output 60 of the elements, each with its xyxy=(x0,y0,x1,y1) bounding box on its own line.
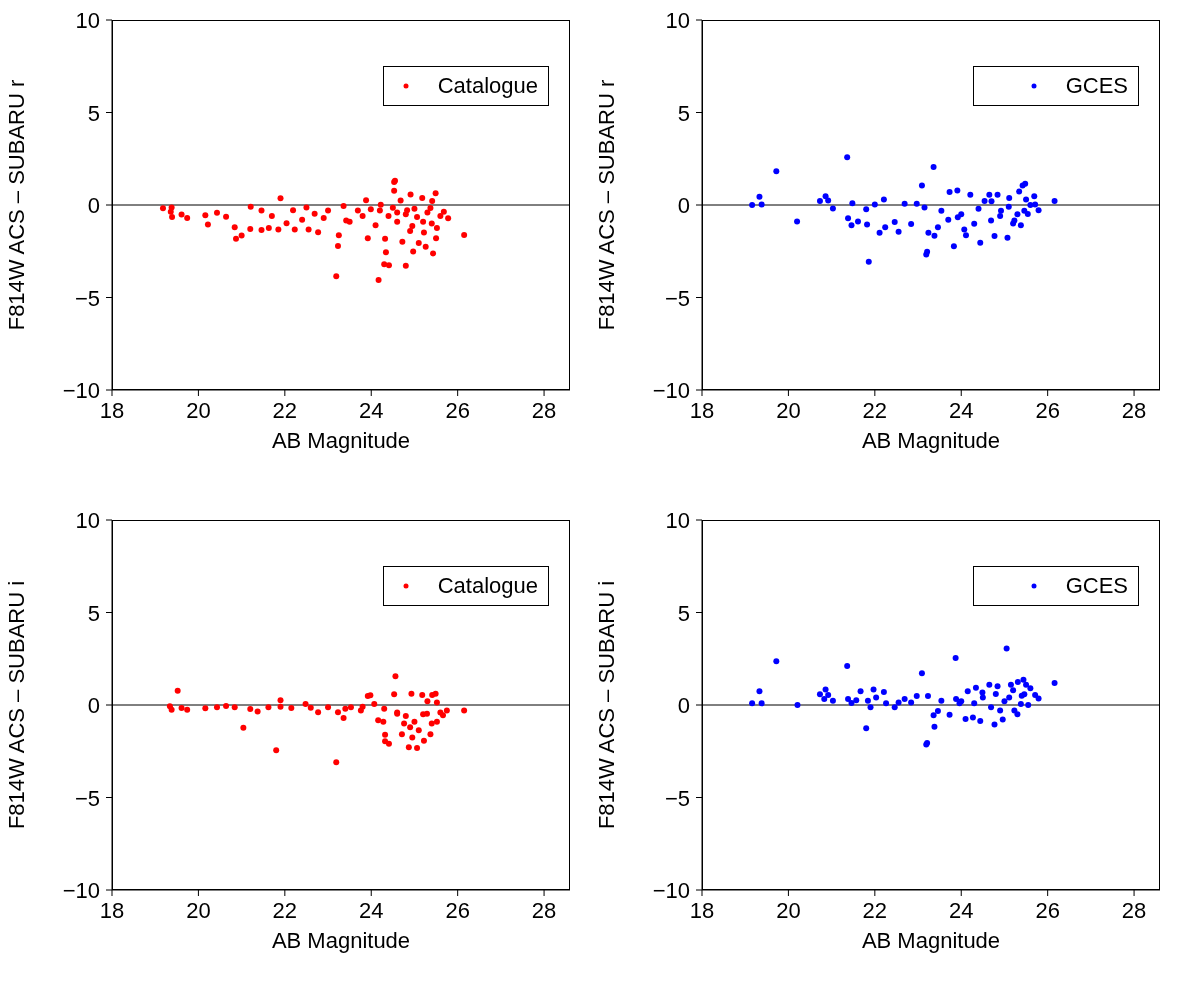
x-tick-label: 26 xyxy=(1035,898,1060,923)
x-tick-label: 18 xyxy=(99,398,125,423)
x-tick-label: 26 xyxy=(445,398,470,423)
x-tick-label: 26 xyxy=(1035,398,1060,423)
x-tick-label: 28 xyxy=(1121,398,1147,423)
y-tick-label: 0 xyxy=(677,193,690,218)
y-tick-label: −10 xyxy=(652,878,690,903)
plot-frame: Catalogue xyxy=(112,20,570,390)
plot-frame: GCES xyxy=(702,20,1160,390)
text: GCES xyxy=(1065,573,1128,599)
x-tick-label: 22 xyxy=(272,398,298,423)
x-tick-label: 24 xyxy=(359,898,384,923)
x-axis-title: AB Magnitude xyxy=(861,427,1001,453)
y-tick-label: 0 xyxy=(87,193,100,218)
y-axis-title: F814W ACS – SUBARU i xyxy=(3,580,29,830)
y-tick-label: 10 xyxy=(665,8,690,33)
y-tick-label: 5 xyxy=(87,100,100,126)
plot-frame: GCES xyxy=(702,520,1160,890)
y-tick-label: 5 xyxy=(87,600,100,626)
x-tick-label: 24 xyxy=(359,398,384,423)
y-tick-label: 0 xyxy=(87,693,100,718)
text: Catalogue xyxy=(437,573,538,599)
y-tick-label: 10 xyxy=(75,8,100,33)
x-axis-title: AB Magnitude xyxy=(861,927,1001,953)
y-tick-label: −5 xyxy=(664,785,690,811)
x-tick-label: 24 xyxy=(949,898,974,923)
x-tick-label: 20 xyxy=(776,898,801,923)
x-tick-label: 18 xyxy=(689,898,715,923)
y-axis-title: F814W ACS – SUBARU i xyxy=(593,580,619,830)
y-tick-label: 10 xyxy=(665,508,690,533)
x-tick-label: 22 xyxy=(272,898,298,923)
text: GCES xyxy=(1065,73,1128,99)
x-tick-label: 22 xyxy=(862,898,888,923)
x-tick-label: 20 xyxy=(776,398,801,423)
y-tick-label: −10 xyxy=(62,378,100,403)
y-tick-label: −10 xyxy=(62,878,100,903)
x-tick-label: 26 xyxy=(445,898,470,923)
x-axis-title: AB Magnitude xyxy=(271,927,411,953)
x-tick-label: 18 xyxy=(689,398,715,423)
y-tick-label: 0 xyxy=(677,693,690,718)
x-tick-label: 28 xyxy=(531,398,557,423)
x-tick-label: 24 xyxy=(949,398,974,423)
y-axis-title: F814W ACS – SUBARU r xyxy=(3,79,29,331)
y-tick-label: 5 xyxy=(677,600,690,626)
x-tick-label: 18 xyxy=(99,898,125,923)
x-tick-label: 22 xyxy=(862,398,888,423)
text: Catalogue xyxy=(437,73,538,99)
x-tick-label: 20 xyxy=(186,898,211,923)
x-tick-label: 28 xyxy=(1121,898,1147,923)
y-tick-label: −5 xyxy=(74,285,100,311)
y-tick-label: −5 xyxy=(74,785,100,811)
x-axis-title: AB Magnitude xyxy=(271,427,411,453)
y-axis-title: F814W ACS – SUBARU r xyxy=(593,79,619,331)
x-tick-label: 28 xyxy=(531,898,557,923)
y-tick-label: −5 xyxy=(664,285,690,311)
y-tick-label: 5 xyxy=(677,100,690,126)
plot-frame: Catalogue xyxy=(112,520,570,890)
x-tick-label: 20 xyxy=(186,398,211,423)
y-tick-label: −10 xyxy=(652,378,690,403)
y-tick-label: 10 xyxy=(75,508,100,533)
